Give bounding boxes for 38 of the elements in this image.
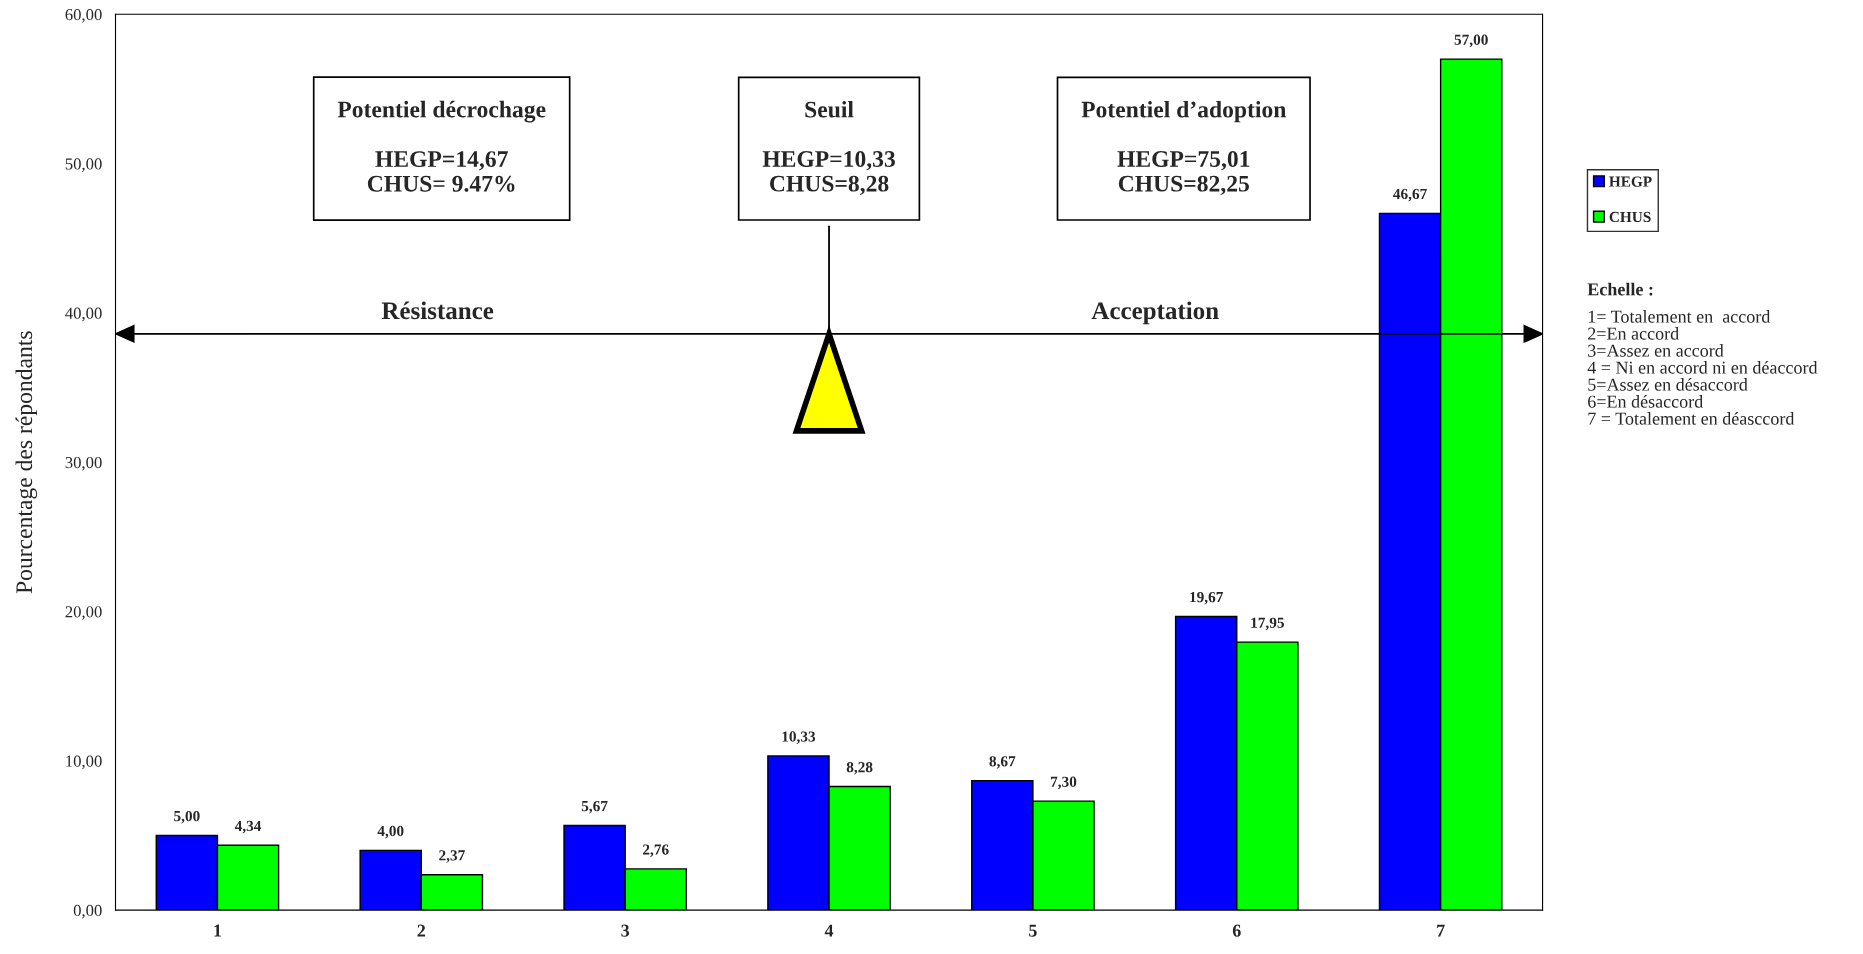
y-tick-label: 50,00 [65,158,102,172]
x-tick-label: 7 [1437,924,1445,937]
legend-label: CHUS [1609,211,1651,223]
text: 1= Totalement en accord 2=En accord 3=Assez en accord 4 = Ni en accord ni en déaccord 5=Assez en désaccord 6=En désaccord 7 = Totalement en déasccord [1587,310,1818,425]
data-label: 5,67 [581,800,608,814]
y-tick-label: 30,00 [65,456,102,471]
x-tick-label: 5 [1029,924,1037,937]
annotation: Résistance [381,301,494,320]
x-tick-label: 1 [214,924,222,937]
data-label: 2,37 [439,850,465,863]
data-label: 5,00 [174,810,200,824]
text: Potentiel d’adoption HEGP=75,01 CHUS=82,25 [1081,100,1287,196]
y-tick-label: 40,00 [65,307,102,322]
data-label: 19,67 [1190,591,1223,605]
data-label: 17,95 [1251,617,1284,631]
data-label: 4,34 [234,820,262,834]
data-label: 7,30 [1050,776,1077,790]
annotation: Acceptation [1091,301,1219,325]
data-label: 8,28 [846,761,873,775]
y-tick-label: 20,00 [65,606,102,620]
text: Potentiel décrochage HEGP=14,67 CHUS= 9.47% [337,100,546,192]
data-label: 10,33 [782,731,816,744]
y-axis-title: Pourcentage des répondants [15,331,38,594]
data-label: 4,00 [377,825,404,839]
x-tick-label: 6 [1232,924,1241,937]
text: Seuil HEGP=10,33 CHUS=8,28 [762,100,895,196]
y-tick-label: 10,00 [66,755,102,770]
text: Echelle : [1587,282,1653,296]
data-label: 8,67 [989,756,1016,769]
x-tick-label: 2 [417,924,426,937]
y-tick-label: 60,00 [65,9,102,23]
x-tick-label: 3 [621,924,630,937]
data-label: 2,76 [643,844,669,857]
data-label: 57,00 [1454,34,1488,48]
data-label: 46,67 [1393,188,1427,202]
y-tick-label: 0,00 [73,904,102,919]
x-tick-label: 4 [824,924,834,937]
legend-label: HEGP [1609,176,1652,187]
